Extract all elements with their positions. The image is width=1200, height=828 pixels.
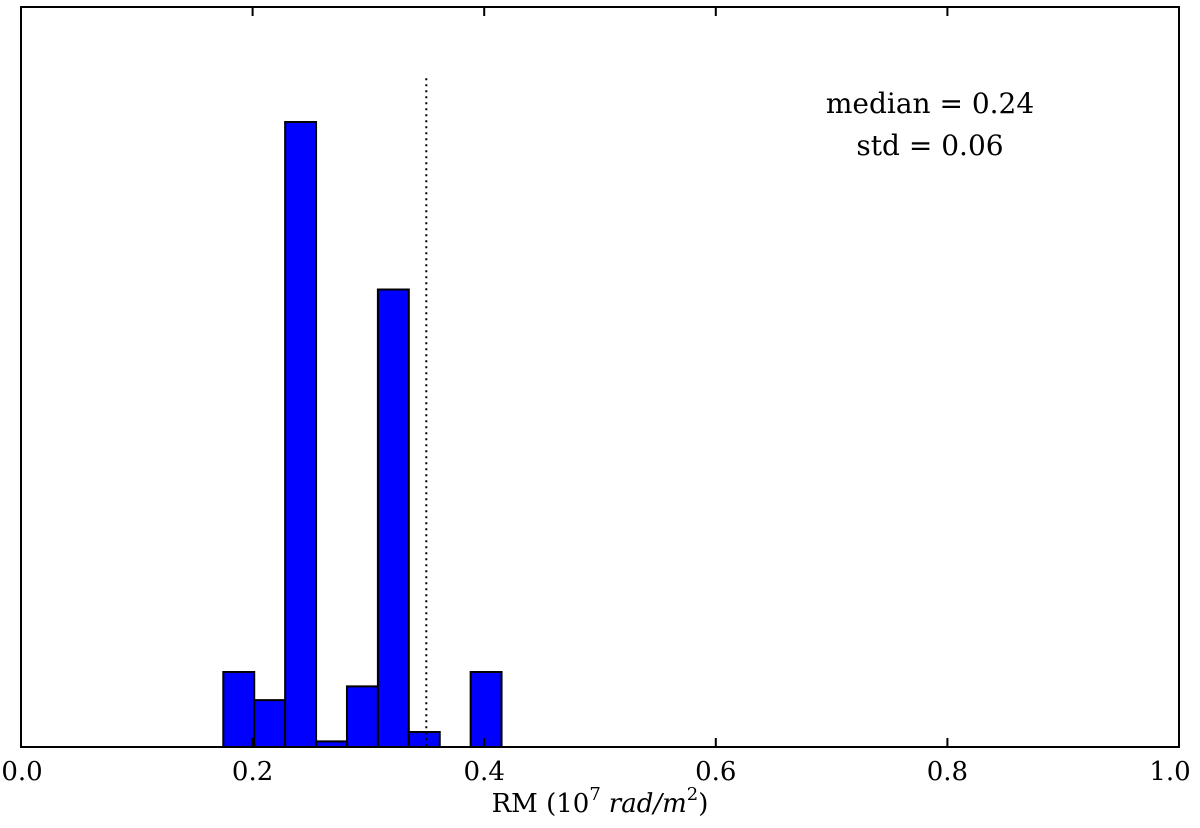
x-tick-label: 0.4 [464,757,505,787]
histogram-bar [284,121,318,748]
histogram-bar [407,731,441,748]
x-axis-label-unit: rad/m [609,789,687,819]
histogram-bar [222,671,256,748]
plot-frame [20,6,1180,748]
histogram-bar [253,699,287,748]
x-ticks-group: 0.0 0.2 0.4 0.6 0.8 1.0 [1,7,1191,787]
x-axis-label-suffix: ) [698,789,708,819]
histogram-bar [376,288,410,748]
histogram-bar [469,671,503,748]
x-tick-label: 0.6 [695,757,736,787]
x-tick-label: 1.0 [1149,757,1190,787]
x-tick-label: 0.8 [927,757,968,787]
x-tick-label: 0.2 [232,757,273,787]
std-annotation: std = 0.06 [856,129,1003,162]
bars-group [222,121,503,748]
x-axis-label-prefix: RM (10 [492,789,590,819]
x-axis-label: RM (107 rad/m2) [492,784,709,819]
x-tick-label: 0.0 [1,757,42,787]
histogram-bar [345,685,379,748]
median-annotation: median = 0.24 [826,87,1034,120]
x-axis-label-unit-exponent: 2 [687,784,698,805]
x-axis-label-exponent: 7 [589,784,600,805]
